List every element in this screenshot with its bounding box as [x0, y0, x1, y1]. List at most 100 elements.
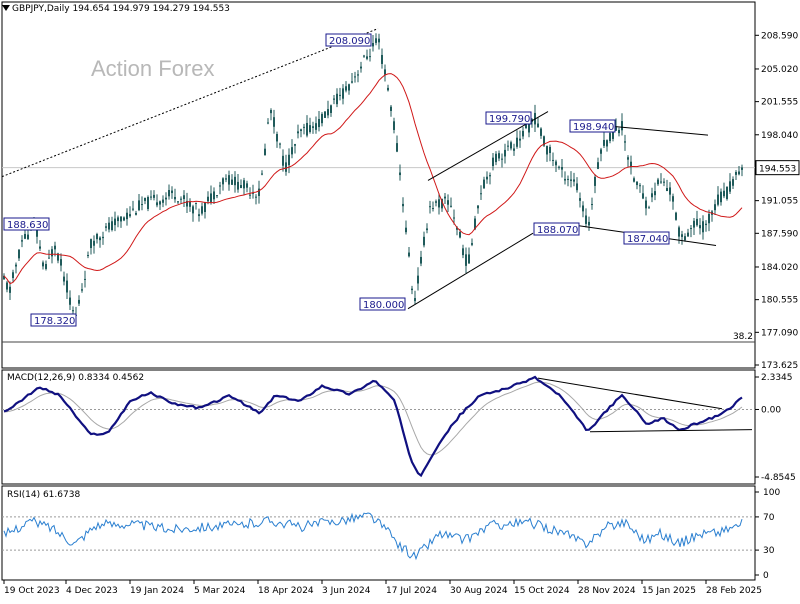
rsi-tick-label: 0 — [763, 571, 769, 581]
candle-body — [276, 134, 278, 142]
candle-body — [258, 188, 260, 196]
candle-body — [396, 143, 398, 152]
long-dotted-trendline — [1, 28, 379, 178]
candle-body — [237, 181, 239, 190]
macd-main-line — [3, 375, 743, 478]
candle-body — [135, 212, 137, 215]
candle-body — [294, 144, 296, 146]
candle-body — [288, 154, 290, 166]
candle-body — [255, 196, 257, 198]
candle-body — [516, 137, 518, 147]
candle-body — [207, 196, 209, 202]
candle-body — [285, 162, 287, 172]
candle-body — [606, 140, 608, 147]
candle-body — [54, 245, 56, 250]
candle-body — [633, 178, 635, 182]
candle-body — [495, 153, 497, 163]
candle-body — [519, 138, 521, 141]
candle-body — [636, 181, 638, 186]
candle-body — [618, 130, 620, 134]
candle-body — [525, 123, 527, 129]
moving-average-line — [3, 73, 743, 285]
fib-label: 38.2 — [733, 332, 753, 342]
level-annotation-box — [3, 217, 50, 231]
candle-body — [390, 106, 392, 111]
candle-body — [138, 200, 140, 211]
candle-body — [726, 186, 728, 199]
candle-body — [24, 233, 26, 239]
candle-body — [699, 225, 701, 229]
level-annotation-box — [30, 313, 77, 327]
candle-body — [486, 176, 488, 180]
candle-body — [549, 146, 551, 154]
candle-body — [603, 139, 605, 146]
candle-body — [327, 109, 329, 116]
candle-body — [156, 202, 158, 206]
candle-body — [513, 148, 515, 151]
candle-body — [162, 199, 164, 203]
candle-body — [405, 227, 407, 233]
candle-body — [447, 200, 449, 205]
candle-body — [612, 130, 614, 139]
candle-body — [480, 193, 482, 195]
candle-body — [93, 240, 95, 246]
price-tick-label: 173.625 — [761, 361, 798, 371]
candle-body — [609, 133, 611, 142]
candle-body — [471, 243, 473, 245]
candle-body — [543, 136, 545, 146]
candle-body — [315, 123, 317, 130]
candle-body — [6, 282, 8, 290]
candle-body — [438, 199, 440, 208]
candle-body — [312, 126, 314, 128]
triangle-down-icon[interactable] — [2, 5, 10, 11]
candle-body — [174, 196, 176, 200]
candle-body — [150, 196, 152, 198]
candle-body — [243, 180, 245, 189]
candle-body — [738, 171, 740, 175]
candle-body — [381, 54, 383, 64]
candle-body — [507, 145, 509, 147]
candle-body — [561, 167, 563, 170]
macd-signal-line — [3, 381, 743, 456]
candle-body — [654, 191, 656, 196]
rsi-tick-label: 100 — [763, 488, 780, 498]
candle-body — [195, 202, 197, 204]
candle-body — [147, 197, 149, 210]
candle-body — [66, 280, 68, 293]
candle-body — [465, 254, 467, 266]
candle-body — [657, 179, 659, 185]
candle-body — [18, 249, 20, 259]
candle-body — [3, 275, 5, 280]
candle-body — [492, 157, 494, 167]
level-annotation-box — [533, 222, 580, 236]
candle-body — [300, 129, 302, 131]
candle-body — [366, 56, 368, 59]
candle-body — [204, 201, 206, 212]
candle-body — [90, 239, 92, 249]
current-price-label: 194.553 — [759, 165, 796, 175]
candle-body — [39, 246, 41, 249]
candle-body — [627, 157, 629, 160]
candle-body — [681, 234, 683, 237]
candle-body — [63, 276, 65, 282]
level-annotation-box — [569, 119, 616, 133]
candle-body — [15, 264, 17, 267]
date-tick-label: 19 Jan 2024 — [130, 586, 184, 596]
candle-body — [318, 118, 320, 128]
candle-body — [690, 228, 692, 230]
candle-body — [588, 221, 590, 226]
price-tick-label: 184.020 — [761, 263, 798, 273]
candle-body — [261, 173, 263, 175]
candle-body — [186, 200, 188, 207]
candle-body — [225, 178, 227, 180]
candle-body — [117, 217, 119, 222]
candle-body — [429, 206, 431, 208]
candle-body — [351, 81, 353, 83]
candle-body — [231, 179, 233, 185]
candle-body — [684, 236, 686, 241]
candle-body — [594, 176, 596, 186]
candle-body — [432, 208, 434, 210]
candle-body — [462, 248, 464, 256]
